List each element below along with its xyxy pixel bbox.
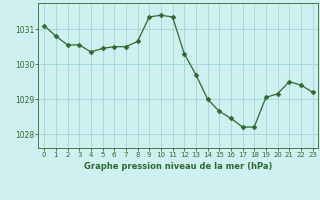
- X-axis label: Graphe pression niveau de la mer (hPa): Graphe pression niveau de la mer (hPa): [84, 162, 273, 171]
